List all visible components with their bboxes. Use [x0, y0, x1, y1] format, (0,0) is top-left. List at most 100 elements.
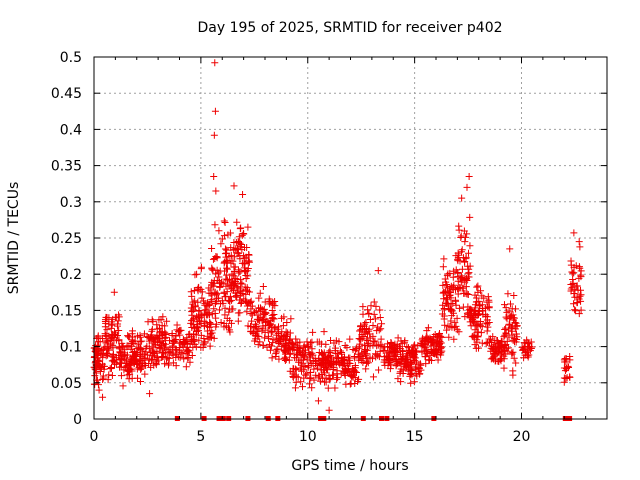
data-point	[107, 324, 115, 332]
data-point	[520, 345, 528, 353]
data-point	[455, 222, 463, 230]
data-point	[520, 354, 528, 362]
data-point	[208, 329, 216, 337]
data-point	[367, 302, 375, 310]
data-point	[108, 357, 116, 365]
data-point	[221, 304, 229, 312]
data-point	[154, 334, 162, 342]
data-point	[291, 365, 299, 373]
data-point	[116, 356, 124, 364]
data-point	[281, 356, 289, 364]
data-point	[172, 362, 180, 370]
data-point	[259, 324, 267, 332]
data-point	[108, 372, 116, 380]
data-point	[91, 353, 99, 361]
data-point	[397, 360, 405, 368]
data-point	[510, 354, 518, 362]
data-point	[283, 319, 291, 327]
data-point	[197, 343, 205, 351]
data-point	[504, 344, 512, 352]
data-point	[129, 348, 137, 356]
data-point	[351, 368, 359, 376]
data-point	[273, 334, 281, 342]
data-point	[478, 292, 486, 300]
data-point	[183, 339, 191, 347]
data-point	[455, 328, 463, 336]
data-point	[210, 131, 218, 139]
data-point	[441, 321, 449, 329]
data-point	[197, 310, 205, 318]
data-point	[210, 334, 218, 342]
data-point	[443, 326, 451, 334]
data-point	[413, 358, 421, 366]
data-point	[211, 59, 219, 67]
data-point	[245, 258, 253, 266]
data-point	[103, 314, 111, 322]
data-point	[489, 355, 497, 363]
data-point	[461, 258, 469, 266]
data-point	[402, 352, 410, 360]
data-point	[150, 361, 158, 369]
data-point	[179, 350, 187, 358]
data-point	[474, 321, 482, 329]
data-point	[128, 342, 136, 350]
data-point	[100, 343, 108, 351]
data-point	[219, 299, 227, 307]
data-point	[459, 303, 467, 311]
x-tick-label: 5	[196, 429, 205, 445]
data-point	[123, 371, 131, 379]
data-point	[248, 317, 256, 325]
data-point	[322, 378, 330, 386]
data-point	[306, 368, 314, 376]
data-point	[259, 341, 267, 349]
data-point	[441, 275, 449, 283]
data-point	[184, 354, 192, 362]
data-point	[348, 372, 356, 380]
data-point	[184, 353, 192, 361]
data-point	[188, 352, 196, 360]
data-point	[485, 338, 493, 346]
data-point	[357, 326, 365, 334]
data-point	[137, 345, 145, 353]
data-point	[477, 287, 485, 295]
data-point	[222, 264, 230, 272]
data-point	[566, 352, 574, 360]
data-point	[194, 298, 202, 306]
data-point	[146, 390, 154, 398]
data-point	[427, 336, 435, 344]
data-point	[275, 355, 283, 363]
data-point	[105, 371, 113, 379]
data-point	[560, 374, 568, 382]
data-point	[483, 327, 491, 335]
data-point	[317, 349, 325, 357]
data-point	[223, 288, 231, 296]
data-point	[484, 303, 492, 311]
data-point	[250, 324, 258, 332]
data-point	[464, 290, 472, 298]
data-point	[221, 245, 229, 253]
data-point	[114, 331, 122, 339]
data-point	[362, 318, 370, 326]
data-point	[99, 372, 107, 380]
data-point	[279, 333, 287, 341]
data-point	[161, 322, 169, 330]
data-point	[438, 333, 446, 341]
data-point	[265, 321, 273, 329]
data-point	[511, 319, 519, 327]
data-point	[396, 359, 404, 367]
data-point	[99, 354, 107, 362]
data-point	[497, 338, 505, 346]
data-point	[237, 224, 245, 232]
data-point	[241, 267, 249, 275]
data-point	[575, 274, 583, 282]
data-point	[507, 300, 515, 308]
data-point	[231, 253, 239, 261]
data-points	[90, 59, 585, 414]
data-point	[267, 329, 275, 337]
data-point	[417, 366, 425, 374]
data-point	[281, 355, 289, 363]
data-point	[153, 325, 161, 333]
data-point	[346, 380, 354, 388]
data-point	[304, 343, 312, 351]
data-point	[573, 282, 581, 290]
